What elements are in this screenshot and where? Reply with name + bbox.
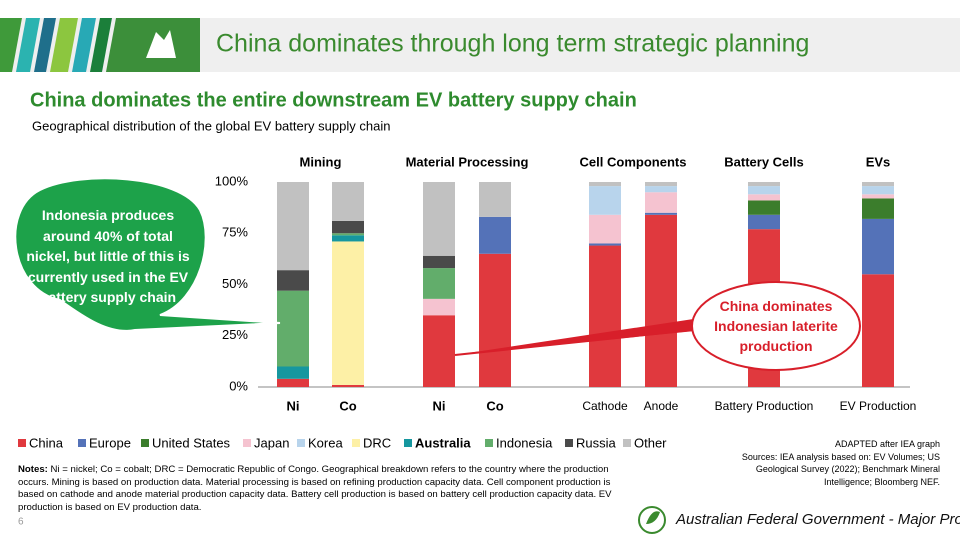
subtitle: China dominates the entire downstream EV… <box>30 89 637 111</box>
bar-segment <box>479 182 511 217</box>
x-tick-label: Ni <box>287 398 300 413</box>
source-line: ADAPTED after IEA graph <box>834 439 940 449</box>
legend-swatch <box>404 439 412 447</box>
y-tick-label: 100% <box>215 173 249 188</box>
y-tick-label: 0% <box>229 378 248 393</box>
bar-segment <box>645 186 677 193</box>
x-tick-label: Co <box>339 398 356 413</box>
bar-segment <box>277 378 309 387</box>
group-label: Material Processing <box>406 154 529 169</box>
x-tick-label: Ni <box>433 398 446 413</box>
x-tick-label: Battery Production <box>715 399 814 413</box>
legend-swatch <box>623 439 631 447</box>
notes-label: Notes: <box>18 464 48 475</box>
bar-segment <box>479 253 511 387</box>
bar-segment <box>423 268 455 299</box>
bar-segment <box>589 182 621 187</box>
group-label: EVs <box>866 154 891 169</box>
legend-swatch <box>18 439 26 447</box>
legend-label: Russia <box>576 435 617 450</box>
legend-label: Europe <box>89 435 131 450</box>
bar-segment <box>332 241 364 385</box>
group-label: Mining <box>300 154 342 169</box>
bar-segment <box>332 182 364 221</box>
bar-segment <box>862 186 894 195</box>
group-label: Cell Components <box>580 154 687 169</box>
bar-segment <box>645 192 677 213</box>
group-label: Battery Cells <box>724 154 803 169</box>
bar-segment <box>589 245 621 387</box>
legend-swatch <box>352 439 360 447</box>
y-tick-label: 75% <box>222 225 248 240</box>
bar-segment <box>332 384 364 387</box>
x-tick-label: Cathode <box>582 399 628 413</box>
bar-segment <box>277 290 309 367</box>
x-tick-label: EV Production <box>840 399 917 413</box>
legend-swatch <box>243 439 251 447</box>
sources: ADAPTED after IEA graph Sources: IEA ana… <box>738 438 940 488</box>
bar-segment <box>862 198 894 219</box>
bar-segment <box>332 220 364 234</box>
bar-segment <box>589 186 621 215</box>
bar-segment <box>332 233 364 236</box>
legend-label: China <box>29 435 64 450</box>
bar-segment <box>862 194 894 199</box>
bar-segment <box>277 270 309 291</box>
bar-segment <box>862 274 894 387</box>
footer: Australian Federal Government - Major Pr… <box>675 511 960 528</box>
callout-arrow-head <box>455 318 705 355</box>
bar-segment <box>645 214 677 387</box>
bar-segment <box>423 298 455 316</box>
legend-label: United States <box>152 435 231 450</box>
bar-segment <box>862 218 894 275</box>
callout-bubble <box>14 177 281 332</box>
notes: Notes: Ni = nickel; Co = cobalt; DRC = D… <box>18 464 618 514</box>
legend-label: DRC <box>363 435 391 450</box>
bar-segment <box>479 216 511 254</box>
bar-segment <box>862 182 894 187</box>
bar-segment <box>423 315 455 387</box>
legend-swatch <box>485 439 493 447</box>
bar-segment <box>645 212 677 215</box>
y-tick-label: 25% <box>222 327 248 342</box>
callout-bubble <box>691 281 861 371</box>
chart-title: Geographical distribution of the global … <box>32 118 390 133</box>
bar-segment <box>423 182 455 256</box>
source-line: Sources: IEA analysis based on: EV Volum… <box>741 451 940 487</box>
callout-text: China dominates Indonesian laterite prod… <box>714 298 838 354</box>
page-number: 6 <box>18 517 24 528</box>
bar-segment <box>748 186 780 195</box>
bar-segment <box>748 200 780 215</box>
legend-swatch <box>78 439 86 447</box>
callout-text: Indonesia produces around 40% of total n… <box>26 207 190 305</box>
legend-swatch <box>141 439 149 447</box>
x-tick-label: Anode <box>644 399 679 413</box>
legend-label: Japan <box>254 435 289 450</box>
y-tick-label: 50% <box>222 276 248 291</box>
bar-segment <box>748 182 780 187</box>
legend-label: Australia <box>415 435 471 450</box>
legend-label: Indonesia <box>496 435 553 450</box>
bar-segment <box>589 214 621 244</box>
legend-swatch <box>297 439 305 447</box>
bar-segment <box>423 255 455 269</box>
bar-segment <box>277 366 309 379</box>
x-tick-label: Co <box>486 398 503 413</box>
bar-segment <box>645 182 677 187</box>
bar-segment <box>748 194 780 201</box>
logo-stripes <box>0 18 200 72</box>
header-title: China dominates through long term strate… <box>216 30 809 58</box>
bar-segment <box>277 182 309 271</box>
footer-logo <box>638 506 666 534</box>
bar-segment <box>748 214 780 230</box>
bar-segment <box>589 243 621 246</box>
notes-text: Ni = nickel; Co = cobalt; DRC = Democrat… <box>18 464 612 513</box>
legend-swatch <box>565 439 573 447</box>
bar-segment <box>332 235 364 242</box>
legend-label: Korea <box>308 435 343 450</box>
legend-label: Other <box>634 435 667 450</box>
